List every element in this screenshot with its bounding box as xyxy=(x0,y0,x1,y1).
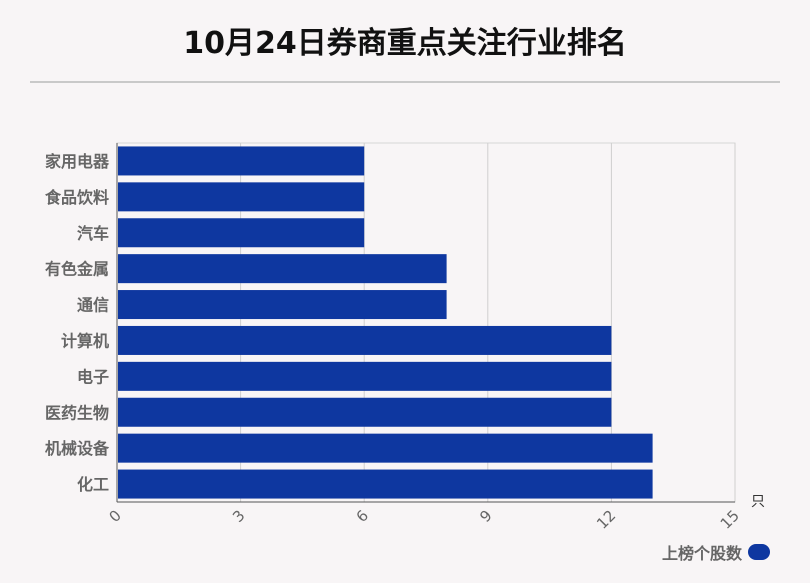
legend-swatch xyxy=(748,544,770,560)
category-label: 电子 xyxy=(77,367,109,386)
bar xyxy=(118,182,365,212)
x-tick-label: 9 xyxy=(476,506,495,525)
category-label: 食品饮料 xyxy=(44,188,109,207)
category-label: 医药生物 xyxy=(45,403,109,422)
bar xyxy=(118,254,447,284)
title-divider xyxy=(30,81,780,83)
unit-label: 只 xyxy=(751,494,765,510)
x-tick-label: 6 xyxy=(353,506,372,525)
category-label: 家用电器 xyxy=(45,152,110,171)
bar xyxy=(118,325,612,355)
bar xyxy=(118,218,365,248)
bar xyxy=(118,433,653,463)
legend[interactable]: 上榜个股数 xyxy=(662,540,770,564)
bar xyxy=(118,361,612,391)
legend-label: 上榜个股数 xyxy=(661,544,742,563)
bar xyxy=(118,397,612,427)
x-tick-label: 15 xyxy=(717,506,743,532)
category-label: 化工 xyxy=(77,475,109,494)
bar xyxy=(118,146,365,176)
category-label: 机械设备 xyxy=(45,439,110,458)
x-tick-label: 12 xyxy=(593,506,619,532)
x-tick-label: 0 xyxy=(105,506,124,525)
category-label: 通信 xyxy=(77,296,109,315)
bar xyxy=(118,290,447,320)
category-label: 有色金属 xyxy=(45,260,109,279)
category-label: 汽车 xyxy=(77,224,109,243)
category-label: 计算机 xyxy=(61,331,109,350)
chart-title: 10月24日券商重点关注行业排名 xyxy=(183,26,627,61)
x-tick-label: 3 xyxy=(229,506,248,525)
bar xyxy=(118,469,653,499)
